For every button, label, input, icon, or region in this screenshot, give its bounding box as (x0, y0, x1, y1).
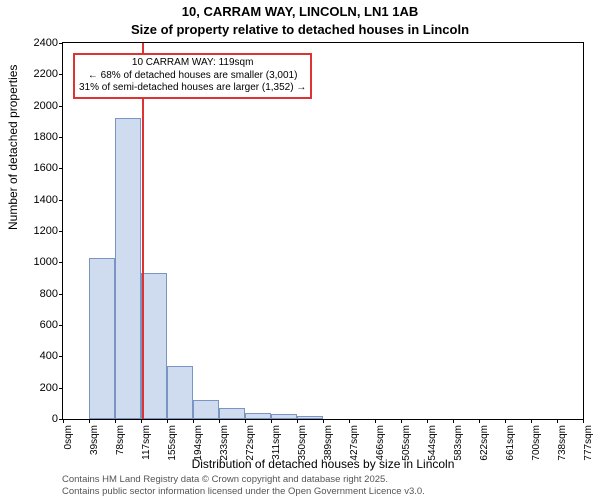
y-tick-label: 2400 (34, 37, 58, 49)
x-tick-mark (349, 419, 350, 423)
callout-line3: 31% of semi-detached houses are larger (… (79, 82, 306, 95)
y-tick-label: 1400 (34, 194, 58, 206)
x-tick-mark (297, 419, 298, 423)
histogram-bar (271, 414, 297, 419)
y-tick-label: 800 (40, 288, 58, 300)
x-tick-label: 233sqm (219, 425, 230, 461)
footnote-line1: Contains HM Land Registry data © Crown c… (62, 474, 425, 485)
y-tick-mark (59, 294, 63, 295)
footnote-line2: Contains public sector information licen… (62, 486, 425, 497)
x-tick-mark (453, 419, 454, 423)
x-tick-mark (427, 419, 428, 423)
x-tick-label: 427sqm (349, 425, 360, 461)
x-tick-mark (531, 419, 532, 423)
y-tick-mark (59, 231, 63, 232)
y-tick-label: 1800 (34, 131, 58, 143)
footnote: Contains HM Land Registry data © Crown c… (62, 474, 425, 497)
y-tick-label: 600 (40, 319, 58, 331)
x-tick-mark (245, 419, 246, 423)
reference-callout: 10 CARRAM WAY: 119sqm← 68% of detached h… (73, 53, 312, 99)
x-axis-label: Distribution of detached houses by size … (62, 457, 584, 471)
histogram-bar (141, 273, 167, 419)
y-tick-mark (59, 388, 63, 389)
x-tick-mark (375, 419, 376, 423)
y-tick-label: 2200 (34, 68, 58, 80)
x-tick-label: 505sqm (401, 425, 412, 461)
histogram-bar (115, 118, 141, 419)
histogram-bar (245, 413, 271, 419)
x-tick-label: 155sqm (167, 425, 178, 461)
reference-line (142, 43, 144, 419)
y-tick-mark (59, 200, 63, 201)
y-tick-mark (59, 43, 63, 44)
x-tick-mark (167, 419, 168, 423)
x-tick-mark (63, 419, 64, 423)
y-tick-mark (59, 106, 63, 107)
x-tick-label: 194sqm (193, 425, 204, 461)
chart-title-line1: 10, CARRAM WAY, LINCOLN, LN1 1AB (0, 4, 600, 19)
chart-title-line2: Size of property relative to detached ho… (0, 22, 600, 37)
y-axis-label: Number of detached properties (6, 65, 20, 230)
y-tick-label: 1000 (34, 256, 58, 268)
x-tick-label: 622sqm (479, 425, 490, 461)
x-tick-mark (583, 419, 584, 423)
x-tick-mark (557, 419, 558, 423)
histogram-bar (89, 258, 115, 419)
plot-area: 0sqm39sqm78sqm117sqm155sqm194sqm233sqm27… (62, 42, 584, 420)
x-tick-mark (193, 419, 194, 423)
x-tick-mark (89, 419, 90, 423)
x-tick-label: 661sqm (505, 425, 516, 461)
x-tick-label: 466sqm (375, 425, 386, 461)
x-tick-mark (219, 419, 220, 423)
x-tick-label: 544sqm (427, 425, 438, 461)
y-tick-mark (59, 137, 63, 138)
y-tick-mark (59, 356, 63, 357)
x-tick-label: 350sqm (297, 425, 308, 461)
x-tick-label: 39sqm (89, 425, 100, 455)
y-tick-label: 0 (52, 413, 58, 425)
chart-container: 10, CARRAM WAY, LINCOLN, LN1 1AB Size of… (0, 0, 600, 500)
y-tick-mark (59, 262, 63, 263)
y-tick-mark (59, 74, 63, 75)
x-tick-label: 0sqm (63, 425, 74, 449)
x-tick-mark (505, 419, 506, 423)
callout-line2: ← 68% of detached houses are smaller (3,… (79, 70, 306, 83)
y-tick-label: 2000 (34, 100, 58, 112)
y-tick-label: 400 (40, 350, 58, 362)
x-tick-mark (323, 419, 324, 423)
x-tick-label: 777sqm (583, 425, 594, 461)
x-tick-mark (141, 419, 142, 423)
x-tick-label: 700sqm (531, 425, 542, 461)
x-tick-mark (115, 419, 116, 423)
x-tick-mark (271, 419, 272, 423)
x-tick-mark (479, 419, 480, 423)
histogram-bar (193, 400, 219, 419)
y-tick-mark (59, 325, 63, 326)
x-tick-label: 78sqm (115, 425, 126, 455)
x-tick-label: 389sqm (323, 425, 334, 461)
x-tick-label: 738sqm (557, 425, 568, 461)
x-tick-label: 117sqm (141, 425, 152, 460)
x-tick-mark (401, 419, 402, 423)
y-tick-mark (59, 168, 63, 169)
x-tick-label: 272sqm (245, 425, 256, 461)
histogram-bar (219, 408, 245, 419)
callout-line1: 10 CARRAM WAY: 119sqm (79, 57, 306, 70)
y-tick-label: 1200 (34, 225, 58, 237)
histogram-bar (297, 416, 323, 419)
y-tick-label: 1600 (34, 162, 58, 174)
x-tick-label: 583sqm (453, 425, 464, 461)
x-tick-label: 311sqm (271, 425, 282, 460)
histogram-bar (167, 366, 193, 419)
y-tick-label: 200 (40, 382, 58, 394)
